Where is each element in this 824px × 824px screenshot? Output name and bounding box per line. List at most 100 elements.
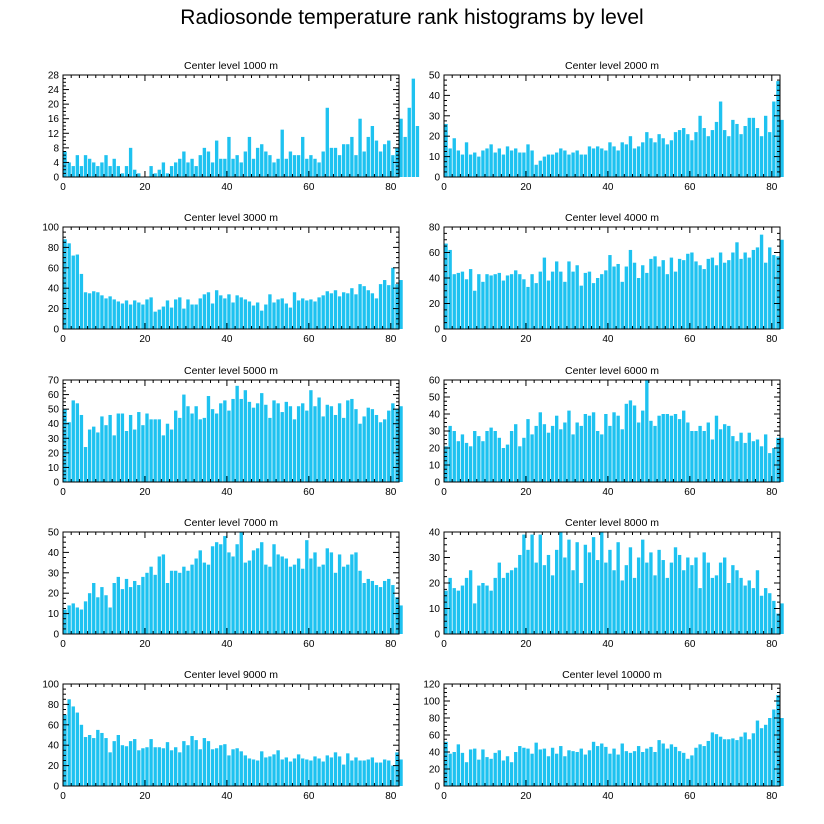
histogram-bar bbox=[780, 437, 784, 482]
histogram-bar bbox=[522, 747, 526, 786]
histogram-bar bbox=[731, 252, 735, 329]
histogram-bar bbox=[448, 425, 452, 482]
y-tick-label: 20 bbox=[48, 761, 60, 772]
histogram-bar bbox=[108, 414, 112, 482]
histogram-bar bbox=[370, 126, 375, 177]
histogram-bar bbox=[198, 419, 202, 482]
histogram-bar bbox=[264, 757, 268, 786]
histogram-bar bbox=[768, 593, 772, 634]
histogram-bar bbox=[555, 152, 559, 177]
histogram-bar bbox=[460, 752, 465, 786]
y-tick-label: 0 bbox=[434, 173, 440, 184]
x-tick-label: 40 bbox=[221, 182, 233, 193]
histogram-bar bbox=[100, 162, 104, 177]
histogram-bar bbox=[260, 542, 264, 634]
histogram-bar bbox=[75, 607, 80, 634]
histogram-bar bbox=[632, 577, 637, 634]
chart-panel-10: Center level 10000 m 0 20 40 60 80 0 20 40 60 80 10… bbox=[423, 669, 784, 802]
histogram-bar bbox=[563, 150, 567, 177]
histogram-bar bbox=[255, 147, 260, 177]
histogram-bar bbox=[370, 293, 375, 329]
histogram-bar bbox=[751, 117, 756, 177]
histogram-bar bbox=[563, 557, 567, 634]
histogram-bar bbox=[714, 575, 719, 634]
x-tick-label: 80 bbox=[385, 791, 397, 802]
histogram-bar bbox=[96, 597, 100, 634]
histogram-bar bbox=[600, 743, 604, 786]
histogram-bar bbox=[391, 403, 395, 482]
histogram-bar bbox=[243, 299, 248, 329]
histogram-bar bbox=[542, 565, 547, 634]
histogram-bar bbox=[526, 286, 530, 329]
histogram-bar bbox=[690, 252, 694, 329]
histogram-bar bbox=[247, 560, 252, 634]
histogram-bar bbox=[169, 307, 174, 329]
y-tick-label: 100 bbox=[42, 680, 59, 691]
histogram-bar bbox=[776, 613, 780, 634]
x-tick-label: 0 bbox=[60, 639, 66, 650]
histogram-bar bbox=[751, 249, 756, 329]
histogram-bar bbox=[710, 439, 715, 482]
histogram-bar bbox=[505, 444, 510, 482]
histogram-bar bbox=[108, 607, 112, 634]
y-tick-label: 60 bbox=[48, 263, 60, 274]
histogram-bar bbox=[325, 548, 329, 634]
histogram-bar bbox=[235, 544, 239, 634]
histogram-bar bbox=[301, 403, 305, 482]
histogram-bar bbox=[71, 706, 75, 786]
histogram-bar bbox=[153, 747, 157, 786]
histogram-bar bbox=[444, 590, 448, 634]
histogram-bar bbox=[747, 432, 751, 482]
histogram-bar bbox=[83, 155, 88, 177]
histogram-bar bbox=[362, 583, 366, 634]
histogram-bar bbox=[284, 303, 288, 329]
histogram-bar bbox=[186, 570, 190, 634]
histogram-bar bbox=[391, 155, 395, 177]
histogram-bar bbox=[509, 762, 514, 786]
histogram-bar bbox=[210, 749, 215, 786]
x-tick-label: 80 bbox=[766, 639, 778, 650]
x-tick-label: 40 bbox=[602, 182, 614, 193]
histogram-bar bbox=[350, 398, 354, 482]
histogram-bar bbox=[96, 729, 100, 786]
histogram-bar bbox=[526, 549, 530, 634]
histogram-bar bbox=[247, 136, 252, 177]
histogram-bar bbox=[214, 290, 219, 329]
histogram-bar bbox=[669, 744, 674, 786]
histogram-bar bbox=[292, 155, 297, 177]
y-tick-label: 0 bbox=[434, 325, 440, 336]
histogram-bar bbox=[743, 252, 747, 329]
histogram-bar bbox=[157, 309, 161, 329]
x-tick-label: 40 bbox=[221, 487, 233, 498]
histogram-bar bbox=[776, 695, 780, 786]
histogram-bar bbox=[301, 136, 305, 177]
histogram-bar bbox=[288, 406, 293, 482]
histogram-bar bbox=[702, 746, 706, 786]
histogram-bar bbox=[309, 558, 313, 634]
histogram-bar bbox=[755, 128, 760, 177]
histogram-bar bbox=[448, 148, 452, 177]
histogram-bar bbox=[112, 299, 116, 329]
histogram-bar bbox=[161, 435, 166, 482]
histogram-bar bbox=[260, 393, 264, 482]
histogram-bar bbox=[133, 739, 137, 786]
histogram-bar bbox=[296, 300, 301, 329]
histogram-bar bbox=[468, 154, 473, 177]
y-tick-label: 0 bbox=[53, 478, 59, 489]
histogram-bar bbox=[624, 144, 629, 177]
histogram-bar bbox=[255, 548, 260, 634]
chart-panel-7: Center level 7000 m 0 20 40 60 80 0 10 20 30 40 50 bbox=[48, 517, 403, 650]
histogram-bar bbox=[329, 406, 334, 482]
histogram-bar bbox=[452, 431, 456, 482]
y-tick-label: 40 bbox=[429, 91, 441, 102]
y-tick-label: 10 bbox=[48, 609, 60, 620]
histogram-bar bbox=[362, 151, 366, 177]
x-tick-label: 0 bbox=[441, 639, 447, 650]
histogram-bar bbox=[374, 140, 379, 177]
histogram-bar bbox=[305, 300, 309, 329]
histogram-bar bbox=[702, 128, 706, 177]
histogram-bar bbox=[333, 414, 338, 482]
histogram-bar bbox=[587, 750, 592, 786]
histogram-bar bbox=[198, 550, 202, 634]
histogram-bar bbox=[456, 150, 461, 177]
